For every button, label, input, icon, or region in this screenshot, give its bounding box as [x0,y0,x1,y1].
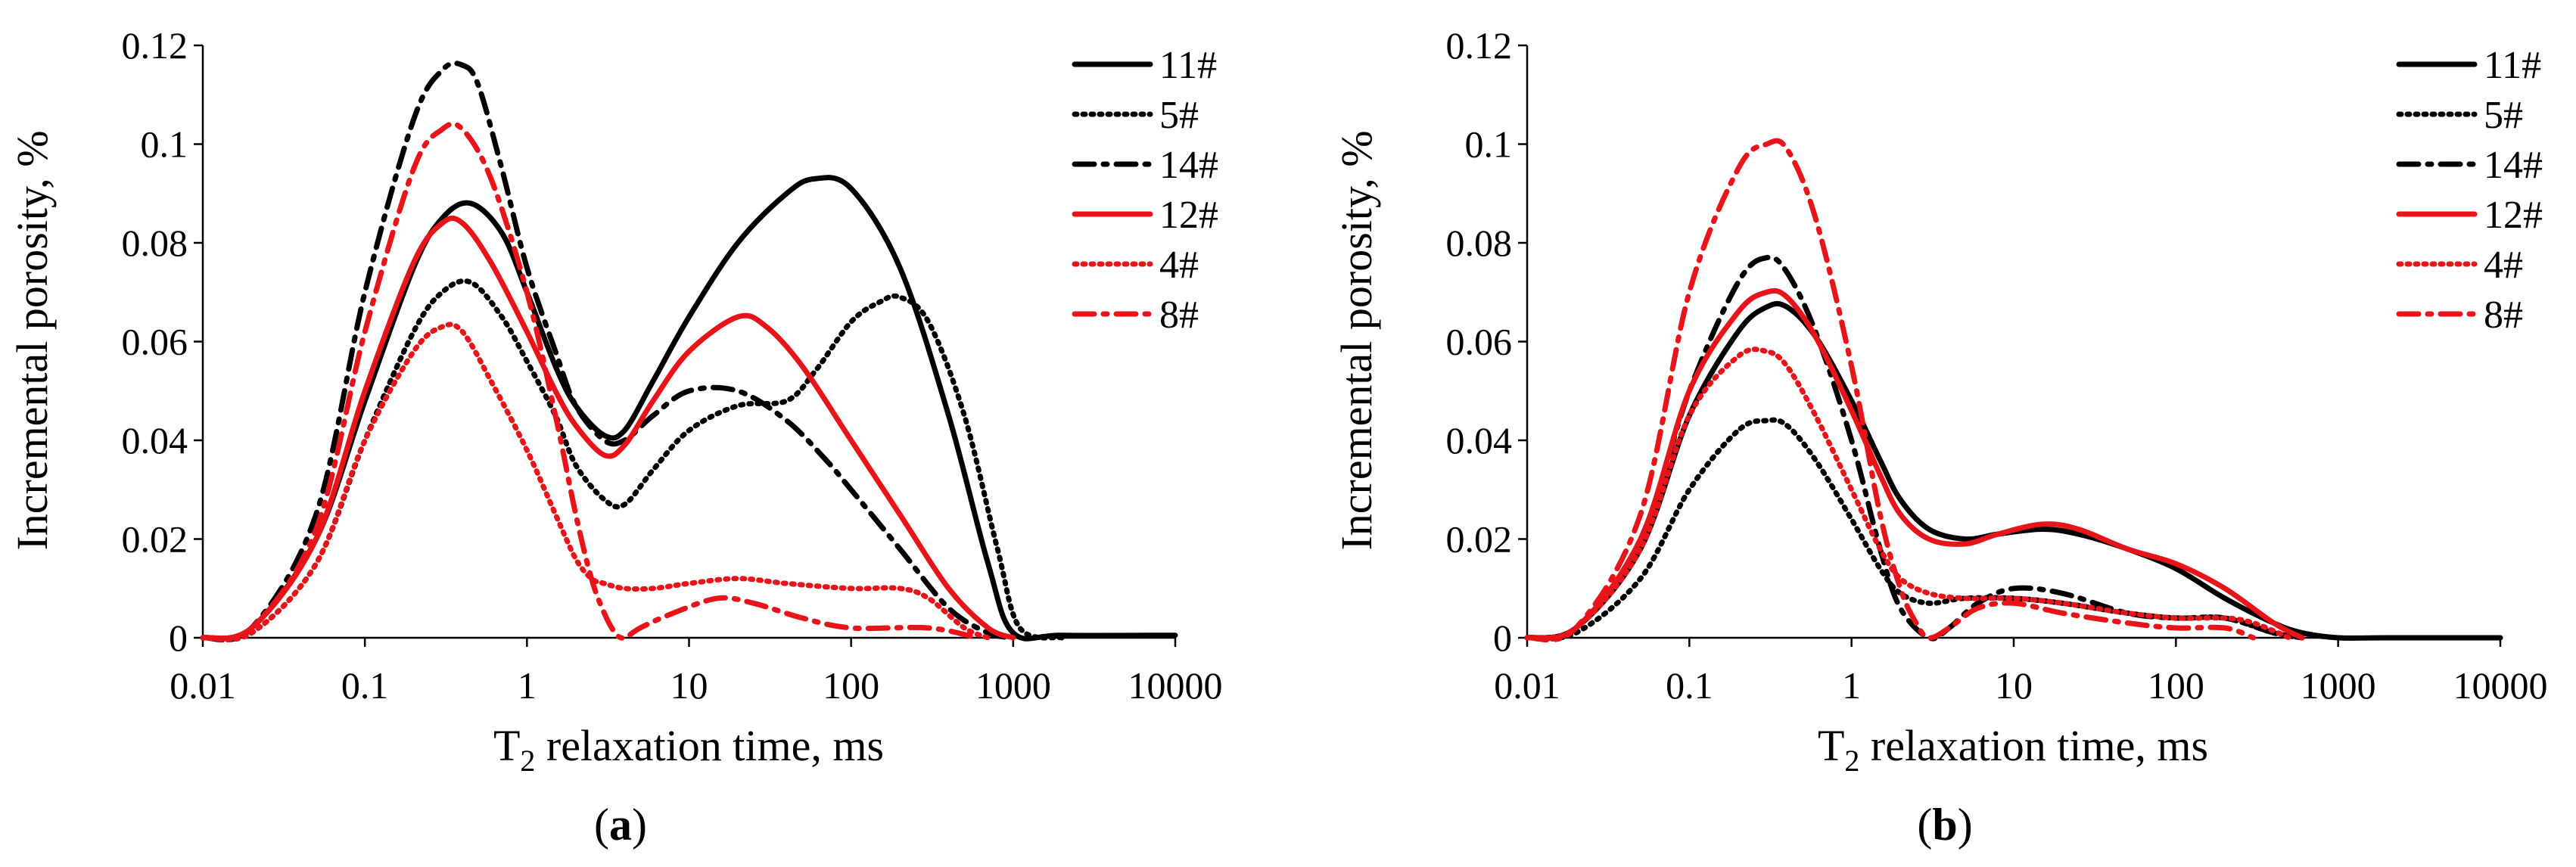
legend-label: 12# [1159,194,1218,237]
y-tick-label: 0 [1493,617,1512,659]
series-line-12 [1524,287,2305,642]
series-line-11 [200,175,1178,642]
x-tick-label: 1 [1842,664,1861,707]
panel-label: (b) [1917,800,1972,850]
series-line-8 [200,121,980,642]
x-tick-label: 10000 [2453,664,2548,707]
legend-label: 5# [2484,94,2523,137]
legend-label: 11# [2484,44,2541,87]
legend-label: 5# [1159,94,1199,137]
y-tick-label: 0.12 [122,24,188,67]
legend-label: 8# [2484,294,2523,337]
x-tick-label: 1000 [2301,664,2376,707]
legend-label: 8# [1159,294,1199,337]
x-tick-label: 0.1 [341,664,389,707]
y-tick-label: 0.04 [122,419,188,461]
y-tick-label: 0.1 [1465,123,1513,166]
legend: 11# 5# 14# 12# 4# 8# [2396,44,2543,337]
series-line-14 [1524,254,2305,642]
y-tick-label: 0.12 [1446,24,1513,67]
legend-label: 14# [2484,144,2543,187]
series-line-14 [200,61,1016,643]
legend-label: 11# [1159,44,1217,87]
x-tick-label: 10 [1995,664,2033,707]
x-tick-label: 100 [823,664,879,707]
chart-panel-a: 0 0.02 0.04 0.06 0.08 0.1 0.12 0.01 0.1 1 10 100 10… [8,24,1223,850]
x-axis-title: T2 relaxation time, ms [493,721,884,778]
y-axis-title: Incremental porosity, % [1332,130,1381,550]
y-tick-label: 0.06 [122,321,188,363]
series-line-4 [1524,346,2292,641]
x-tick-label: 0.01 [170,664,236,707]
legend: 11# 5# 14# 12# 4# 8# [1072,44,1218,337]
x-tick-label: 0.01 [1494,664,1560,707]
y-tick-label: 0.08 [122,222,188,264]
y-tick-label: 0.02 [1446,518,1513,561]
y-tick-label: 0 [169,617,188,659]
series-line-8 [1524,138,2257,643]
series-line-12 [200,215,1016,642]
legend-label: 4# [1159,244,1199,287]
series-line-4 [200,322,991,643]
y-axis-title: Incremental porosity, % [8,130,57,550]
chart-panel-b: 0 0.02 0.04 0.06 0.08 0.1 0.12 0.01 0.1 1 10 100 10… [1332,24,2548,850]
y-tick-label: 0.04 [1446,419,1513,461]
x-tick-label: 10000 [1128,664,1223,707]
x-axis-title: T2 relaxation time, ms [1818,721,2208,778]
y-tick-label: 0.02 [122,518,188,561]
panel-label: (a) [594,800,647,850]
legend-label: 12# [2484,194,2543,237]
y-tick-label: 0.06 [1446,321,1513,363]
legend-label: 4# [2484,244,2523,287]
y-tick-label: 0.08 [1446,222,1513,264]
series-line-5 [200,278,1065,643]
x-tick-label: 100 [2148,664,2204,707]
x-tick-label: 1000 [975,664,1051,707]
x-tick-label: 10 [670,664,708,707]
x-tick-label: 0.1 [1666,664,1713,707]
x-tick-label: 1 [518,664,537,707]
y-tick-label: 0.1 [141,123,188,166]
legend-label: 14# [1159,144,1218,187]
